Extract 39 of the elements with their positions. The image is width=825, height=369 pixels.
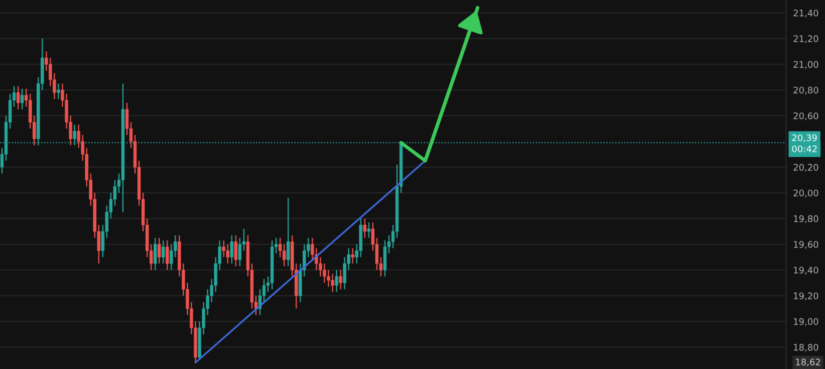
candlestick bbox=[154, 237, 157, 271]
y-tick-label: 20,60 bbox=[794, 112, 818, 120]
candlestick bbox=[338, 269, 342, 290]
y-tick-label: 20,00 bbox=[794, 190, 818, 198]
y-tick-label: 20,20 bbox=[794, 164, 818, 172]
candlestick bbox=[16, 86, 20, 110]
candlestick bbox=[310, 237, 314, 262]
y-tick-label: 21,20 bbox=[794, 35, 818, 44]
y-tick-label: 19,00 bbox=[794, 318, 818, 326]
candlestick bbox=[170, 244, 173, 271]
candlestick bbox=[326, 269, 330, 288]
y-tick-label: 18,80 bbox=[794, 344, 818, 352]
text: 00:42 bbox=[792, 145, 817, 152]
candlestick bbox=[226, 244, 230, 264]
candlestick bbox=[20, 88, 24, 110]
candlestick bbox=[286, 197, 290, 267]
candlestick bbox=[363, 218, 366, 238]
y-tick-label: 21,40 bbox=[794, 10, 818, 18]
candlestick bbox=[56, 83, 60, 100]
candlestick bbox=[230, 234, 234, 264]
candlestick bbox=[334, 269, 338, 292]
candlestick bbox=[158, 237, 161, 264]
y-tick-label: 19,80 bbox=[794, 215, 818, 224]
candlestick bbox=[330, 273, 334, 292]
ref-line-label: 20,39 bbox=[792, 134, 817, 142]
text: 18,62 bbox=[796, 358, 820, 366]
candlestick bbox=[383, 240, 387, 277]
y-tick-label: 19,60 bbox=[794, 241, 818, 249]
candlestick bbox=[282, 244, 286, 267]
candlestick bbox=[367, 222, 370, 238]
candlestick bbox=[166, 240, 169, 271]
y-tick-label: 19,40 bbox=[794, 266, 818, 274]
candlestick bbox=[238, 237, 242, 267]
y-tick-label: 20,80 bbox=[794, 86, 818, 94]
y-tick-label: 21,00 bbox=[794, 61, 818, 69]
candlestick bbox=[162, 240, 165, 264]
y-tick-label: 19,20 bbox=[794, 292, 818, 300]
candlestick bbox=[351, 248, 354, 264]
candlestick bbox=[234, 234, 238, 267]
